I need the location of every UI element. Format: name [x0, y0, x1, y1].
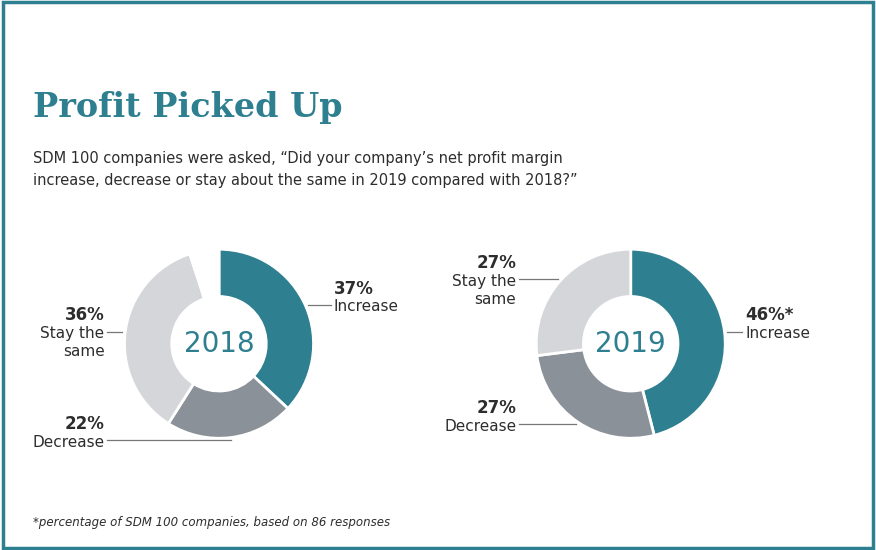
Text: Stay the
same: Stay the same [452, 274, 516, 307]
Wedge shape [219, 249, 314, 409]
Text: Increase: Increase [745, 326, 810, 341]
Text: Increase: Increase [334, 299, 399, 315]
Text: 2018: 2018 [184, 330, 254, 358]
Wedge shape [124, 254, 204, 424]
Text: 37%: 37% [334, 279, 373, 298]
Text: Stay the
same: Stay the same [40, 326, 104, 360]
Text: 36%: 36% [65, 306, 104, 324]
Text: 46%*: 46%* [745, 306, 794, 324]
Text: SDM 100 companies were asked, “Did your company’s net profit margin
increase, de: SDM 100 companies were asked, “Did your … [33, 151, 578, 188]
Text: 27%: 27% [477, 254, 516, 272]
Text: Decrease: Decrease [32, 434, 104, 450]
Text: *percentage of SDM 100 companies, based on 86 responses: *percentage of SDM 100 companies, based … [33, 516, 391, 529]
Wedge shape [631, 249, 725, 435]
Wedge shape [537, 350, 654, 438]
Wedge shape [168, 376, 288, 438]
Text: 27%: 27% [477, 399, 516, 417]
Text: 2019: 2019 [596, 330, 666, 358]
Wedge shape [536, 249, 631, 356]
Wedge shape [190, 249, 219, 299]
Text: Decrease: Decrease [444, 419, 516, 433]
Text: Profit Picked Up: Profit Picked Up [33, 91, 343, 124]
Text: //: // [22, 24, 37, 43]
Text: 22%: 22% [65, 415, 104, 433]
